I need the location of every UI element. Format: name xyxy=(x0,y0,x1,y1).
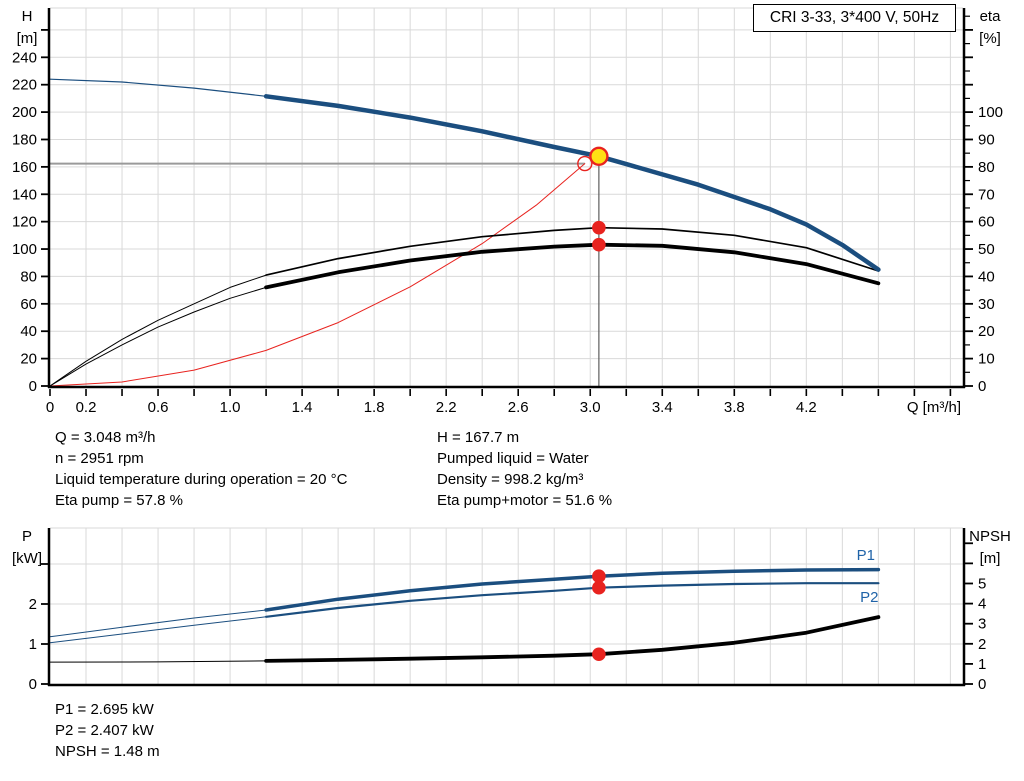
left-axis-title: [kW] xyxy=(12,550,42,567)
left-axis-tick-label: 160 xyxy=(12,159,37,176)
npsh-curve xyxy=(264,615,881,663)
left-axis-tick-label: 180 xyxy=(12,131,37,148)
eta-pump-point xyxy=(592,220,606,235)
left-axis-title: P xyxy=(22,528,32,545)
left-axis-tick-label: 2 xyxy=(29,596,37,613)
duty-point[interactable] xyxy=(589,146,609,167)
x-axis-tick-label: 1.4 xyxy=(292,399,313,416)
right-axis-tick-label: 3 xyxy=(978,616,986,633)
left-axis-title: H xyxy=(22,8,33,25)
right-axis-tick-label: 100 xyxy=(978,104,1003,121)
right-axis-tick-label: 4 xyxy=(978,596,986,613)
right-axis-tick-label: 1 xyxy=(978,656,986,673)
right-axis-tick-label: 0 xyxy=(978,378,986,395)
p1-curve xyxy=(49,609,267,638)
npsh-point xyxy=(592,647,606,662)
requested-duty-point xyxy=(577,155,593,172)
x-axis-tick-label: 1.0 xyxy=(220,399,241,416)
x-axis-tick-label: 1.8 xyxy=(364,399,385,416)
pump-title-box: CRI 3-33, 3*400 V, 50Hz xyxy=(753,4,956,32)
x-axis-tick-label: 0 xyxy=(46,399,54,416)
left-axis-tick-label: 100 xyxy=(12,241,37,258)
left-axis-title: [m] xyxy=(17,30,38,47)
info-line-eta-pump-motor: Eta pump+motor = 51.6 % xyxy=(437,492,613,509)
p1-curve xyxy=(264,567,881,612)
right-axis-title: [%] xyxy=(979,30,1001,47)
right-axis-tick-label: 90 xyxy=(978,131,995,148)
x-axis-tick-label: 3.0 xyxy=(580,399,601,416)
info-line-npsh: NPSH = 1.48 m xyxy=(55,743,160,760)
power-npsh-chart: 0 1 2 0 1 2 3 4 5 P [kW] NPSH [m] P1 P2 xyxy=(12,527,1011,693)
info-line-pumped-liquid: Pumped liquid = Water xyxy=(437,450,589,467)
right-axis-tick-label: 60 xyxy=(978,214,995,231)
series-label-p1: P1 xyxy=(857,547,875,564)
p1-point xyxy=(592,569,606,583)
pump-title: CRI 3-33, 3*400 V, 50Hz xyxy=(769,9,940,26)
right-axis-tick-label: 5 xyxy=(978,575,986,592)
right-axis-tick-label: 50 xyxy=(978,241,995,258)
right-axis-tick-label: 70 xyxy=(978,186,995,203)
eta-pump-motor-point xyxy=(592,237,606,252)
right-axis-title: NPSH xyxy=(969,528,1011,545)
eta-pump-motor-curve xyxy=(264,242,881,290)
p2-curve xyxy=(49,616,267,644)
info-line-density: Density = 998.2 kg/m³ xyxy=(437,471,584,488)
info-line-liquid-temp: Liquid temperature during operation = 20… xyxy=(55,471,348,488)
system-curve xyxy=(49,163,586,387)
head-capacity-chart: 0 20 40 60 80 100 120 140 160 180 200 220 240 0 10 20 30… xyxy=(12,7,1003,416)
power-info: P1 = 2.695 kW P2 = 2.407 kW NPSH = 1.48 … xyxy=(55,699,160,762)
duty-info-left: Q = 3.048 m³/h n = 2951 rpm Liquid tempe… xyxy=(55,427,347,511)
info-line-h: H = 167.7 m xyxy=(437,429,520,446)
right-axis-tick-label: 80 xyxy=(978,159,995,176)
x-axis-tick-label: 4.2 xyxy=(796,399,817,416)
x-axis-tick-label: 0.2 xyxy=(76,399,97,416)
info-line-p1: P1 = 2.695 kW xyxy=(55,701,154,718)
right-axis-tick-label: 2 xyxy=(978,636,986,653)
eta-pump-curve xyxy=(49,274,267,387)
info-line-q: Q = 3.048 m³/h xyxy=(55,429,156,446)
npsh-curve xyxy=(49,660,267,663)
x-axis-tick-label: 3.8 xyxy=(724,399,745,416)
left-axis-tick-label: 120 xyxy=(12,214,37,231)
left-axis-tick-label: 0 xyxy=(29,378,37,395)
left-axis-tick-label: 0 xyxy=(29,676,37,693)
p2-curve xyxy=(265,582,880,618)
head-curve xyxy=(263,94,881,272)
left-axis-tick-label: 40 xyxy=(20,323,37,340)
eta-pump-motor-curve xyxy=(49,286,267,387)
right-axis-tick-label: 0 xyxy=(978,676,986,693)
x-axis-title: Q [m³/h] xyxy=(907,399,961,416)
x-axis-tick-label: 2.2 xyxy=(436,399,457,416)
info-line-speed: n = 2951 rpm xyxy=(55,450,144,467)
eta-pump-curve xyxy=(265,226,880,276)
right-axis-title: eta xyxy=(980,8,1002,25)
left-axis-tick-label: 20 xyxy=(20,351,37,368)
info-line-p2: P2 = 2.407 kW xyxy=(55,722,154,739)
left-axis-tick-label: 200 xyxy=(12,104,37,121)
info-line-eta-pump: Eta pump = 57.8 % xyxy=(55,492,183,509)
right-axis-tick-label: 20 xyxy=(978,323,995,340)
duty-info-right: H = 167.7 m Pumped liquid = Water Densit… xyxy=(437,427,612,511)
x-axis-tick-label: 0.6 xyxy=(148,399,169,416)
series-label-p2: P2 xyxy=(860,589,878,606)
head-curve xyxy=(49,78,267,97)
p2-point xyxy=(592,580,606,595)
left-axis-tick-label: 240 xyxy=(12,49,37,66)
left-axis-tick-label: 140 xyxy=(12,186,37,203)
right-axis-tick-label: 40 xyxy=(978,268,995,285)
left-axis-tick-label: 1 xyxy=(29,636,37,653)
left-axis-tick-label: 60 xyxy=(20,296,37,313)
left-axis-tick-label: 220 xyxy=(12,77,37,94)
right-axis-title: [m] xyxy=(980,550,1001,567)
left-axis-tick-label: 80 xyxy=(20,268,37,285)
right-axis-tick-label: 10 xyxy=(978,351,995,368)
right-axis-tick-label: 30 xyxy=(978,296,995,313)
x-axis-tick-label: 3.4 xyxy=(652,399,673,416)
x-axis-tick-label: 2.6 xyxy=(508,399,529,416)
